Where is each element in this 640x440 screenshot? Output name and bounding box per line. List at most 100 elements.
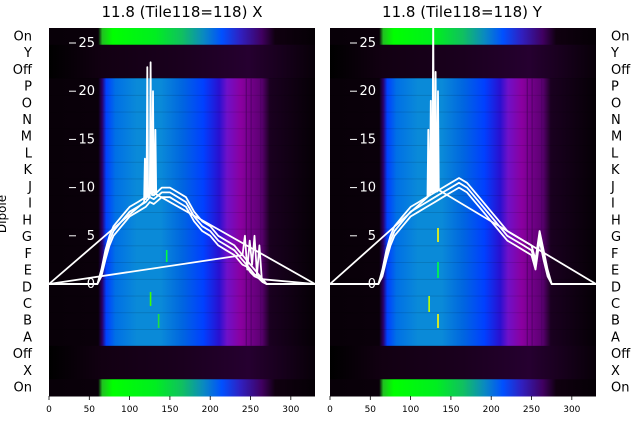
dipole-label-right: I xyxy=(611,197,615,212)
heatmap-band-separator xyxy=(330,295,596,297)
heatmap xyxy=(49,28,315,397)
x-tick-label: 300 xyxy=(282,405,299,415)
heatmap-band xyxy=(330,111,596,129)
heatmap-band xyxy=(330,329,596,347)
heatmap-band xyxy=(49,295,315,313)
dipole-label-left: I xyxy=(28,197,32,212)
heatmap-band-separator xyxy=(49,245,315,247)
heatmap-band xyxy=(49,312,315,330)
dipole-label-right: B xyxy=(611,314,620,329)
y-tick-label: 10 xyxy=(359,181,376,196)
heatmap-band xyxy=(49,178,315,196)
dipole-label-right: J xyxy=(610,180,615,195)
x-ticks: 0 50 100 150 200 250 300 xyxy=(46,396,300,415)
heatmap-mark xyxy=(157,314,160,328)
heatmap-band xyxy=(330,262,596,280)
dipole-label-left: K xyxy=(23,163,32,178)
y-tick-label: 25 xyxy=(359,36,376,51)
dipole-label-left: F xyxy=(25,247,32,262)
heatmap-band xyxy=(330,145,596,163)
heatmap-band xyxy=(330,312,596,330)
overlay-lines xyxy=(329,13,597,285)
dipole-label-right: M xyxy=(611,130,622,145)
x-tick-label: 200 xyxy=(202,405,219,415)
panel-y-title: 11.8 (Tile118=118) Y xyxy=(382,3,543,21)
overlay-series-line xyxy=(329,13,597,285)
x-tick-label: 250 xyxy=(523,405,540,415)
dipole-label-left: C xyxy=(23,297,32,312)
heatmap-band-separator xyxy=(49,78,315,79)
heatmap-mark xyxy=(437,228,439,242)
overlay-series-line xyxy=(49,196,315,285)
dipole-label-right: X xyxy=(611,364,620,379)
heatmap-band xyxy=(330,44,596,62)
x-tick-label: 100 xyxy=(402,405,419,415)
overlay-series-line xyxy=(48,234,316,285)
heatmap-band xyxy=(330,178,596,196)
dipole-label-right: G xyxy=(611,230,621,245)
heatmap-band xyxy=(49,345,315,364)
y-tick-label: 5 xyxy=(87,229,95,244)
heatmap-band-separator xyxy=(49,111,315,113)
heatmap-band xyxy=(49,329,315,347)
dipole-label-right: N xyxy=(611,113,621,128)
y-tick-label: 5 xyxy=(368,229,376,244)
heatmap-band-separator xyxy=(330,145,596,146)
heatmap-band xyxy=(49,128,315,146)
dipole-label-left: M xyxy=(21,130,32,145)
x-tick-label: 100 xyxy=(121,405,138,415)
overlay-series-line xyxy=(48,61,316,285)
dipole-label-right: On xyxy=(611,29,629,44)
dipole-label-right: H xyxy=(611,213,621,228)
heatmap-streak xyxy=(245,78,247,346)
heatmap-band-separator xyxy=(49,212,315,213)
y-tick-label: 15 xyxy=(78,132,95,147)
heatmap-band xyxy=(49,379,315,397)
heatmap-streak xyxy=(260,78,262,346)
x-tick-label: 150 xyxy=(161,405,178,415)
dipole-label-left: D xyxy=(22,280,32,295)
x-ticks: 0 50 100 150 200 250 300 xyxy=(327,396,581,415)
heatmap-band-separator xyxy=(49,161,315,163)
dipole-label-left: G xyxy=(22,230,32,245)
dipole-label-right: A xyxy=(611,330,620,345)
heatmap-mark xyxy=(149,292,152,306)
dipole-label-left: E xyxy=(24,264,32,279)
y-tick-label: 10 xyxy=(78,181,95,196)
heatmap-band xyxy=(49,28,315,46)
heatmap-mark xyxy=(428,296,430,312)
heatmap-band xyxy=(330,161,596,180)
heatmap-band xyxy=(330,94,596,113)
heatmap-band-separator xyxy=(330,78,596,79)
dipole-label-left: L xyxy=(25,146,33,161)
heatmap-band-separator xyxy=(49,128,315,130)
heatmap-band xyxy=(49,362,315,380)
heatmap-band xyxy=(330,362,596,380)
dipole-label-left: P xyxy=(24,80,32,95)
x-tick-label: 50 xyxy=(84,405,96,415)
heatmap-band-separator xyxy=(330,278,596,280)
heatmap-band xyxy=(49,278,315,297)
dipole-label-right: F xyxy=(611,247,618,262)
dipole-label-left: B xyxy=(23,314,32,329)
heatmap-band xyxy=(49,145,315,163)
dipole-label-right: P xyxy=(611,80,619,95)
heatmap-band-separator xyxy=(49,145,315,146)
heatmap-band-separator xyxy=(330,161,596,163)
heatmap-band xyxy=(330,212,596,230)
heatmap-streak xyxy=(526,78,528,346)
heatmap-streak xyxy=(541,78,543,346)
heatmap-band xyxy=(330,278,596,297)
dipole-label-left: On xyxy=(14,381,32,396)
x-tick-label: 150 xyxy=(442,405,459,415)
heatmap xyxy=(330,28,596,397)
heatmap-band-separator xyxy=(330,128,596,130)
heatmap-streak xyxy=(531,78,533,346)
y-tick-label: 20 xyxy=(78,84,95,99)
x-tick-label: 200 xyxy=(483,405,500,415)
heatmap-band-separator xyxy=(49,228,315,230)
heatmap-mark xyxy=(437,314,439,328)
heatmap-band xyxy=(49,78,315,96)
panel-y: 11.8 (Tile118=118) Y 0 5 10 15 20 25 0 50 100 15… xyxy=(327,3,597,415)
